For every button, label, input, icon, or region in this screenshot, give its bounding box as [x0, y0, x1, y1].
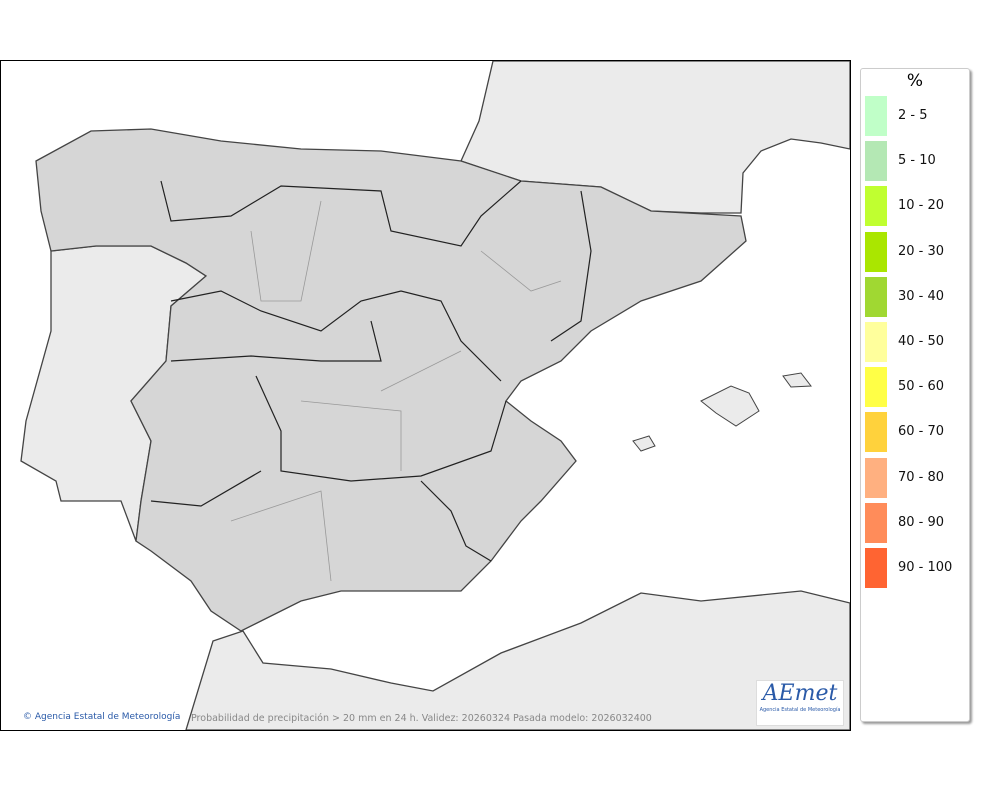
map-caption: Probabilidad de precipitación > 20 mm en…	[191, 713, 652, 724]
legend-label: 40 - 50	[898, 334, 945, 349]
legend-label: 30 - 40	[898, 288, 945, 304]
legend-item: 60 - 70	[865, 412, 965, 453]
legend-label: 90 - 100	[898, 560, 953, 575]
legend-swatch	[865, 96, 887, 136]
credit-text: Agencia Estatal de Meteorología	[34, 712, 181, 722]
map-area[interactable]: © Agencia Estatal de Meteorología Probab…	[0, 60, 851, 731]
logo-subtext: Agencia Estatal de Meteorología	[759, 707, 841, 713]
legend-label: 50 - 60	[898, 379, 945, 395]
logo-text: AEmet	[762, 681, 838, 706]
legend-swatch	[865, 322, 887, 362]
menorca-island	[782, 372, 812, 388]
ibiza-island	[632, 435, 656, 452]
legend-item: 10 - 20	[865, 186, 965, 227]
map-canvas	[20, 61, 850, 730]
legend-swatch	[865, 412, 887, 453]
legend-item: 30 - 40	[865, 276, 965, 317]
legend-label: 5 - 10	[898, 153, 936, 169]
legend: % 2 - 5 5 - 10 10 - 20 20 - 30 30 - 40 40 - 5…	[860, 68, 970, 722]
legend-label: 10 - 20	[898, 198, 945, 214]
region-borders	[150, 180, 592, 562]
legend-title: %	[906, 71, 924, 91]
legend-item: 90 - 100	[865, 548, 965, 588]
mallorca-island	[700, 385, 760, 427]
legend-item: 50 - 60	[865, 367, 965, 408]
legend-swatch	[865, 141, 887, 182]
legend-item: 80 - 90	[865, 502, 965, 543]
legend-label: 20 - 30	[898, 243, 945, 259]
legend-swatch	[865, 502, 887, 543]
legend-label: 60 - 70	[898, 424, 945, 440]
copyright-credit[interactable]: © Agencia Estatal de Meteorología	[23, 712, 181, 722]
aemet-logo: AEmet Agencia Estatal de Meteorología	[756, 680, 844, 726]
legend-item: 2 - 5	[865, 96, 965, 136]
legend-item: 40 - 50	[865, 322, 965, 362]
province-borders	[230, 200, 562, 582]
legend-swatch	[865, 186, 887, 227]
legend-label: 70 - 80	[898, 469, 945, 485]
legend-swatch	[865, 367, 887, 408]
legend-label: 80 - 90	[898, 514, 945, 530]
legend-swatch	[865, 548, 887, 588]
legend-swatch	[865, 457, 887, 498]
legend-label: 2 - 5	[898, 108, 928, 123]
legend-item: 5 - 10	[865, 141, 965, 182]
legend-item: 20 - 30	[865, 231, 965, 272]
legend-swatch	[865, 276, 887, 317]
africa-land	[185, 590, 850, 730]
legend-item: 70 - 80	[865, 457, 965, 498]
legend-swatch	[865, 231, 887, 272]
